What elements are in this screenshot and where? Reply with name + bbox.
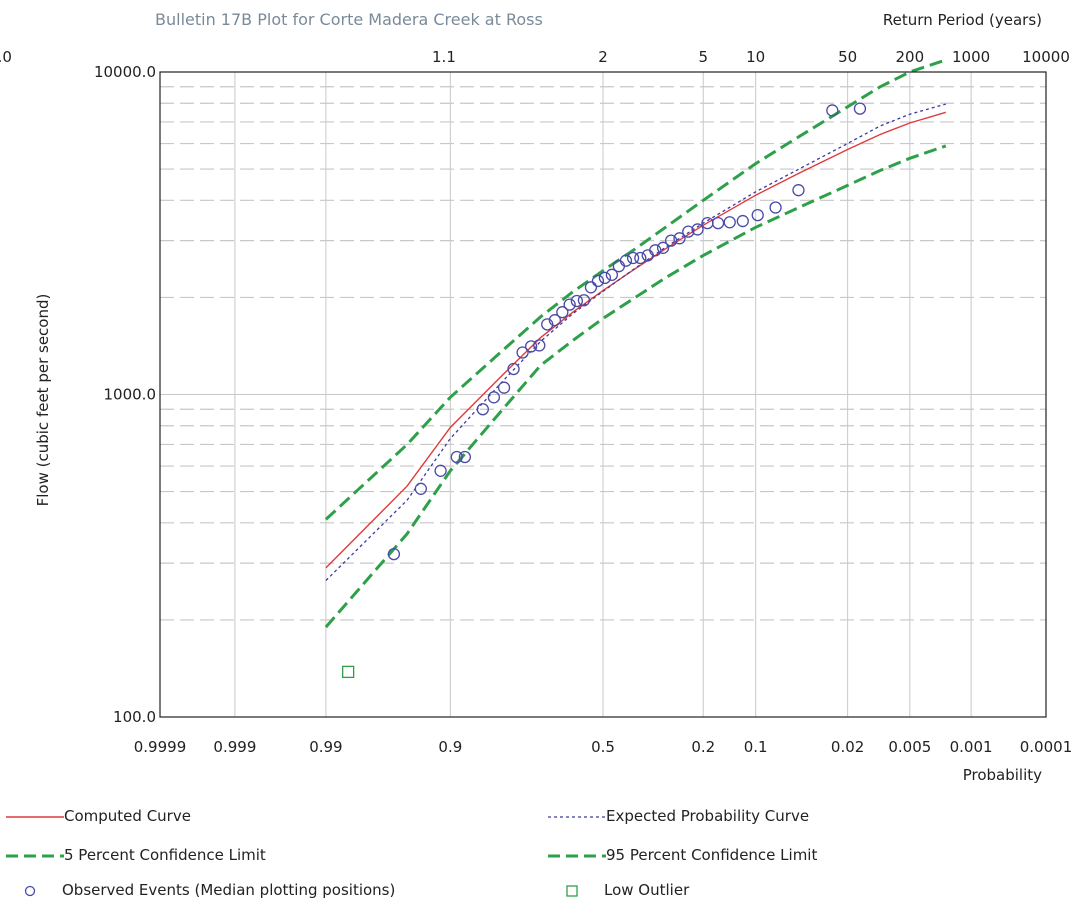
top-tick-label: 1.1 bbox=[432, 48, 456, 66]
legend-label: Expected Probability Curve bbox=[606, 807, 810, 825]
observed-point bbox=[649, 244, 662, 257]
x-tick-label: 0.1 bbox=[744, 738, 768, 756]
legend-item-5pct: 5 Percent Confidence Limit bbox=[6, 845, 266, 865]
observed-point bbox=[605, 268, 619, 281]
dashed-line-icon bbox=[548, 854, 606, 857]
observed-point bbox=[507, 362, 520, 376]
observed-point bbox=[458, 450, 472, 464]
observed-point bbox=[487, 391, 501, 404]
legend-label: Computed Curve bbox=[64, 807, 191, 825]
top-tick-label: 50 bbox=[838, 48, 857, 66]
observed-points bbox=[342, 102, 867, 679]
legend-item-low-outlier: Low Outlier bbox=[564, 880, 689, 900]
top-tick-label: 1000 bbox=[952, 48, 990, 66]
y-tick-label: 10000.0 bbox=[94, 63, 156, 81]
y-axis-label: Flow (cubic feet per second) bbox=[34, 294, 52, 507]
top-axis-label: Return Period (years) bbox=[883, 11, 1042, 29]
observed-point bbox=[664, 234, 678, 247]
top-tick-label: 5 bbox=[698, 48, 708, 66]
legend-item-expected: Expected Probability Curve bbox=[548, 806, 809, 826]
observed-point bbox=[751, 208, 764, 222]
observed-point bbox=[682, 225, 695, 238]
series-line bbox=[324, 58, 947, 521]
grid-lines bbox=[159, 71, 1047, 718]
observed-point bbox=[723, 216, 736, 229]
dashed-line-icon bbox=[6, 854, 64, 857]
observed-point bbox=[563, 298, 576, 311]
y-tick-label: 100.0 bbox=[113, 708, 156, 726]
x-tick-label: 0.99 bbox=[309, 738, 342, 756]
observed-point bbox=[387, 547, 401, 561]
x-tick-label: 0.005 bbox=[888, 738, 931, 756]
legend-label: 5 Percent Confidence Limit bbox=[64, 846, 266, 864]
observed-point bbox=[656, 241, 670, 254]
observed-point bbox=[711, 216, 725, 230]
square-marker-icon bbox=[566, 884, 578, 897]
top-tick-label: 2 bbox=[598, 48, 608, 66]
x-tick-label: 0.0001 bbox=[1020, 738, 1073, 756]
observed-point bbox=[541, 318, 554, 331]
observed-point bbox=[736, 214, 749, 228]
x-tick-label: 0.9999 bbox=[134, 738, 187, 756]
observed-point bbox=[612, 260, 626, 273]
observed-point bbox=[673, 232, 686, 245]
x-tick-label: 0.5 bbox=[591, 738, 615, 756]
legend-item-95pct: 95 Percent Confidence Limit bbox=[548, 845, 817, 865]
series-line bbox=[325, 111, 946, 569]
observed-point bbox=[556, 306, 569, 319]
series-line bbox=[324, 144, 947, 629]
top-tick-label: 10 bbox=[746, 48, 765, 66]
observed-point bbox=[769, 201, 782, 214]
x-tick-label: 0.999 bbox=[213, 738, 256, 756]
observed-point bbox=[497, 381, 511, 394]
top-tick-label: 1.0 bbox=[0, 48, 12, 66]
observed-point bbox=[826, 104, 839, 117]
plot-frame bbox=[159, 71, 1047, 718]
observed-point bbox=[598, 271, 612, 284]
top-tick-label: 200 bbox=[896, 48, 925, 66]
y-tick-label: 1000.0 bbox=[104, 386, 157, 404]
solid-line-icon bbox=[6, 815, 64, 818]
x-tick-label: 0.001 bbox=[950, 738, 993, 756]
observed-point bbox=[570, 294, 583, 308]
x-tick-label: 0.02 bbox=[831, 738, 864, 756]
legend-label: 95 Percent Confidence Limit bbox=[606, 846, 818, 864]
observed-point bbox=[414, 482, 427, 495]
observed-point bbox=[591, 274, 605, 288]
tick-labels: 0.9999 0.999 0.99 0.9 0.5 0.2 0.1 0.02 0.005 0.00… bbox=[0, 48, 1072, 756]
legend-item-computed: Computed Curve bbox=[6, 806, 191, 826]
observed-point bbox=[584, 281, 598, 294]
observed-point bbox=[634, 251, 647, 265]
observed-point bbox=[626, 251, 640, 265]
x-axis-label: Probability bbox=[963, 766, 1042, 784]
observed-point bbox=[476, 403, 489, 416]
legend-item-observed: Observed Events (Median plotting positio… bbox=[22, 880, 395, 900]
circle-marker-icon bbox=[24, 885, 36, 896]
chart-title: Bulletin 17B Plot for Corte Madera Creek… bbox=[155, 10, 543, 29]
observed-point bbox=[516, 346, 529, 359]
series-layer bbox=[324, 58, 947, 629]
observed-point bbox=[577, 294, 591, 307]
dotted-line-icon bbox=[548, 815, 606, 818]
observed-point bbox=[450, 450, 463, 464]
low-outlier-point bbox=[342, 665, 355, 679]
observed-point bbox=[619, 254, 633, 267]
observed-point bbox=[853, 102, 867, 115]
observed-point bbox=[792, 184, 805, 197]
observed-point bbox=[548, 314, 562, 327]
legend-label: Observed Events (Median plotting positio… bbox=[62, 881, 396, 899]
top-tick-label: 10000 bbox=[1022, 48, 1070, 66]
x-tick-label: 0.9 bbox=[438, 738, 462, 756]
observed-point bbox=[524, 340, 538, 353]
observed-point bbox=[434, 464, 447, 477]
observed-point bbox=[691, 223, 704, 236]
observed-point bbox=[533, 339, 546, 352]
legend-label: Low Outlier bbox=[604, 881, 690, 899]
series-line bbox=[325, 103, 946, 581]
x-tick-label: 0.2 bbox=[691, 738, 715, 756]
